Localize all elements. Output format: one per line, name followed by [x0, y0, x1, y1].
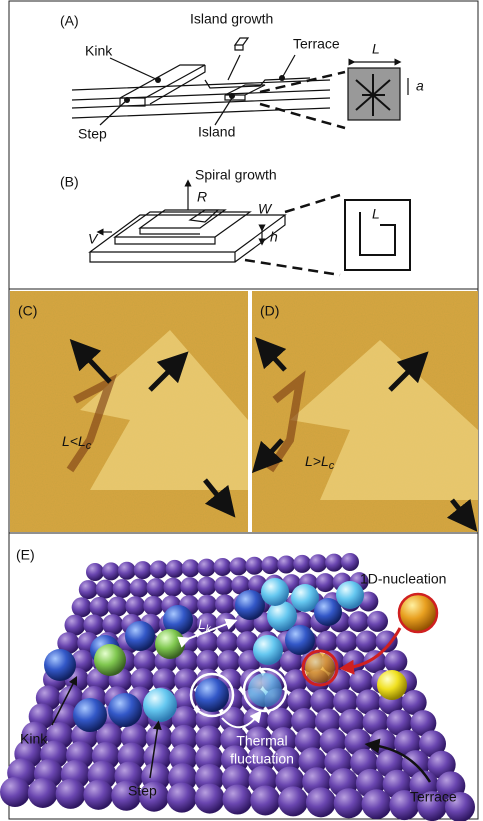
condition-sub: c	[86, 440, 92, 452]
lattice-sphere	[197, 595, 217, 615]
condition-sub: c	[329, 460, 335, 472]
lattice-sphere	[90, 597, 110, 617]
lattice-sphere	[150, 561, 168, 579]
lattice-sphere	[28, 778, 58, 808]
annotation: 1D-nucleation	[360, 571, 446, 587]
lattice-sphere	[0, 777, 30, 807]
lattice-sphere	[214, 558, 232, 576]
lattice-sphere	[229, 557, 247, 575]
micrograph-c	[10, 291, 248, 532]
lattice-sphere	[325, 554, 343, 572]
annotation: a	[416, 78, 424, 94]
lattice-sphere	[356, 631, 378, 653]
lattice-sphere	[309, 554, 327, 572]
lattice-sphere	[180, 577, 199, 596]
step-dot	[124, 97, 130, 103]
lattice-sphere	[215, 594, 235, 614]
lattice-sphere	[102, 614, 123, 635]
lattice-sphere	[341, 553, 359, 571]
annotation: Kink	[20, 731, 48, 747]
lattice-sphere	[384, 650, 407, 673]
annotation: fluctuation	[230, 751, 294, 767]
panel-label: (A)	[60, 13, 79, 29]
panel-label: (B)	[60, 174, 79, 190]
lattice-sphere	[336, 631, 358, 653]
lattice-sphere	[56, 779, 86, 809]
lattice-sphere	[316, 631, 338, 653]
lattice-sphere	[134, 561, 152, 579]
lattice-sphere	[118, 562, 136, 580]
lattice-sphere	[108, 597, 128, 617]
lattice-sphere	[102, 562, 120, 580]
annotation: Terrace	[410, 789, 457, 805]
lattice-sphere	[113, 579, 132, 598]
lattice-sphere	[198, 559, 216, 577]
lattice-sphere	[147, 578, 166, 597]
lattice-sphere	[83, 780, 113, 810]
panel-b-drawing	[90, 183, 410, 275]
lattice-sphere	[195, 784, 225, 814]
lattice-sphere	[316, 573, 335, 592]
lattice-sphere	[125, 596, 145, 616]
lattice-sphere	[130, 579, 149, 598]
lattice-sphere	[278, 786, 308, 816]
lattice-sphere	[362, 789, 392, 819]
annotation: W	[258, 201, 273, 217]
lattice-sphere	[166, 560, 184, 578]
lattice-sphere	[367, 611, 388, 632]
annotation: R	[197, 189, 207, 205]
annotation: Kink	[85, 43, 113, 59]
panel-label: (E)	[16, 547, 35, 563]
condition-main: L<L	[62, 433, 86, 449]
annotation: L	[372, 206, 380, 222]
panel-label: (D)	[260, 303, 279, 319]
lattice-sphere	[245, 557, 263, 575]
lattice-sphere	[79, 580, 98, 599]
lattice-sphere	[143, 596, 163, 616]
lattice-sphere	[72, 597, 92, 617]
lattice-sphere	[86, 563, 104, 581]
panel-a-drawing	[72, 38, 408, 128]
lattice-sphere	[163, 578, 182, 597]
lattice-sphere	[96, 580, 115, 599]
terrace-dot	[279, 75, 285, 81]
panel-label: (C)	[18, 303, 37, 319]
annotation: Spiral growth	[195, 167, 277, 183]
condition-main: L>L	[305, 453, 329, 469]
kink-dot	[155, 77, 161, 83]
lattice-sphere	[334, 788, 364, 818]
lattice-sphere	[214, 576, 233, 595]
lattice-sphere	[293, 555, 311, 573]
lattice-sphere	[217, 631, 239, 653]
annotation: Terrace	[293, 36, 340, 52]
page: {"panel_a":{"label":"(A)","island_growth…	[0, 0, 483, 821]
annotation: Island	[198, 124, 235, 140]
annotation: Thermal	[236, 733, 287, 749]
annotation: Step	[78, 126, 107, 142]
island-dot	[229, 93, 235, 99]
micrograph-d	[252, 291, 478, 532]
lattice-sphere	[261, 556, 279, 574]
annotation: L	[372, 41, 380, 57]
figure: (A) Island growth Kink Terrace Step Isla…	[0, 0, 483, 821]
lattice-sphere	[306, 787, 336, 817]
lattice-sphere	[182, 559, 200, 577]
lk-main: L	[198, 616, 206, 632]
lattice-sphere	[348, 611, 369, 632]
annotation: Step	[128, 783, 157, 799]
annotation: h	[270, 229, 278, 245]
lattice-sphere	[277, 556, 295, 574]
lattice-sphere	[167, 783, 197, 813]
annotation: Island growth	[190, 11, 273, 27]
lattice-sphere	[197, 577, 216, 596]
lattice-sphere	[250, 785, 280, 815]
annotation: V	[88, 231, 99, 247]
lattice-sphere	[343, 650, 366, 673]
lattice-sphere	[223, 785, 253, 815]
